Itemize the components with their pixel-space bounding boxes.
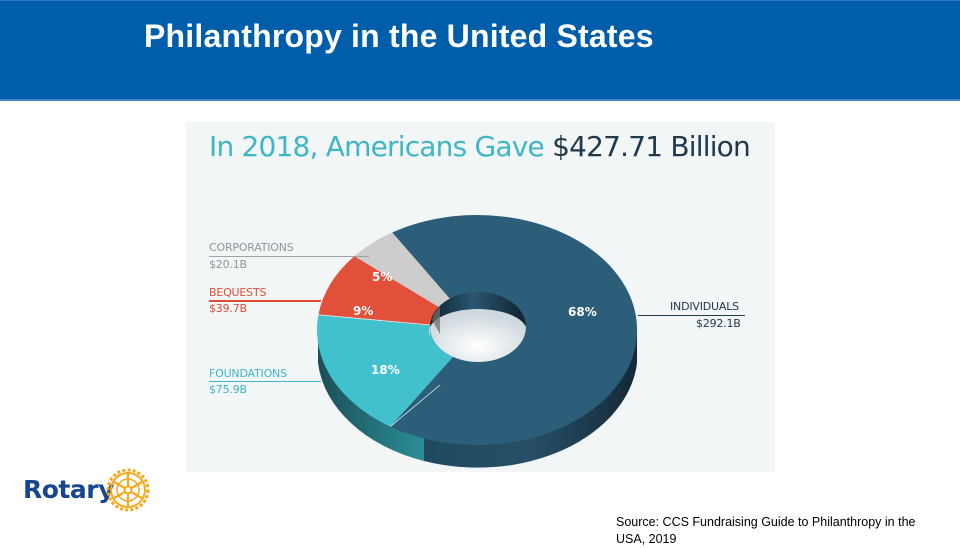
legend-foundations-label: FOUNDATIONS: [209, 367, 287, 380]
legend-bequests-value: $39.7B: [209, 302, 247, 315]
headline-amount: $427.71 Billion: [552, 130, 751, 163]
legend-bequests-label: BEQUESTS: [209, 286, 267, 299]
title-bar: Philanthropy in the United States: [0, 0, 960, 101]
legend-foundations-value: $75.9B: [209, 383, 247, 396]
legend-individuals-label: INDIVIDUALS: [670, 300, 739, 313]
pct-bequests: 9%: [353, 304, 373, 318]
legend-corporations-label: CORPORATIONS: [209, 241, 294, 254]
leader-line-individuals: [638, 315, 745, 316]
slide-title: Philanthropy in the United States: [144, 18, 654, 54]
leader-line-foundations: [209, 381, 321, 382]
rotary-wheel-icon: [106, 468, 150, 512]
pct-corporations: 5%: [372, 270, 392, 284]
pct-foundations: 18%: [371, 363, 400, 377]
leader-line-bequests: [209, 300, 321, 302]
infographic-headline: In 2018, Americans Gave $427.71 Billion: [209, 130, 751, 163]
infographic-panel: In 2018, Americans Gave $427.71 Billion: [186, 122, 775, 472]
rotary-logo: Rotary: [22, 464, 162, 516]
donut-chart: 68% 18% 9% 5%: [317, 214, 638, 468]
legend-corporations-value: $20.1B: [209, 258, 247, 271]
source-citation: Source: CCS Fundraising Guide to Philant…: [616, 515, 916, 546]
headline-lead: In 2018, Americans Gave: [209, 130, 545, 163]
leader-line-corporations: [209, 256, 369, 257]
rotary-wordmark: Rotary: [23, 475, 114, 504]
chart-hole: [429, 292, 526, 362]
pct-individuals: 68%: [568, 305, 597, 319]
legend-individuals-value: $292.1B: [696, 317, 741, 330]
